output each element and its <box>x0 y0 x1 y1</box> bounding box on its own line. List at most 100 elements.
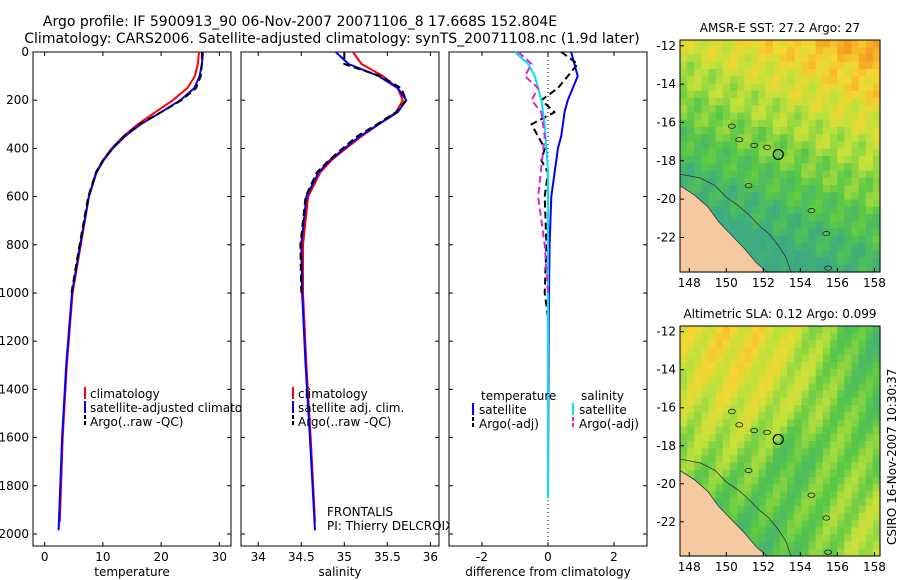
map-cell <box>858 54 867 63</box>
map-cell <box>837 257 845 266</box>
map-cell <box>858 250 867 259</box>
map-cell <box>844 462 853 471</box>
map-cell <box>722 47 731 56</box>
map-cell <box>758 250 767 259</box>
map-cell <box>758 112 767 121</box>
map-cell <box>837 243 845 251</box>
map-cell <box>701 476 710 485</box>
map-cell <box>787 419 795 428</box>
map-cell <box>872 354 881 363</box>
map-cell <box>858 47 867 56</box>
series-line-satellite-adj-clim- <box>300 51 408 531</box>
map-cell <box>730 170 738 179</box>
map-cell <box>801 441 810 449</box>
map-cell <box>758 541 767 550</box>
map-cell <box>837 199 845 208</box>
map-cell <box>708 206 717 215</box>
map-cell <box>694 419 703 428</box>
map-cell <box>722 112 731 121</box>
map-cell <box>708 441 717 449</box>
map-cell <box>822 127 831 135</box>
map-cell <box>801 98 810 106</box>
map-cell <box>801 221 810 230</box>
map-cell <box>722 134 731 143</box>
map-cell <box>765 148 774 157</box>
map-cell <box>758 484 767 492</box>
map-cell <box>701 448 710 456</box>
map-cell <box>815 534 824 543</box>
map-cell <box>737 369 745 377</box>
x-tick-label: 156 <box>826 560 849 574</box>
map-cell <box>815 361 824 370</box>
map-cell <box>744 127 753 135</box>
map-cell <box>772 361 781 370</box>
map-cell <box>794 76 803 85</box>
map-cell <box>837 527 845 536</box>
map-cell <box>872 498 881 507</box>
map-cell <box>715 369 724 377</box>
map-cell <box>837 264 845 273</box>
map-cell <box>787 206 795 215</box>
map-cell <box>808 156 817 164</box>
map-cell <box>772 376 781 385</box>
map-cell <box>772 347 781 356</box>
map-cell <box>865 326 874 334</box>
map-cell <box>815 83 824 92</box>
map-cell <box>865 534 874 543</box>
map-cell <box>744 199 753 208</box>
map-cell <box>765 54 774 63</box>
map-cell <box>865 206 874 215</box>
map-cell <box>830 40 838 48</box>
map-cell <box>830 476 838 485</box>
map-cell <box>865 112 874 121</box>
reef-outline <box>763 429 771 436</box>
map-cell <box>858 476 867 485</box>
map-cell <box>865 548 874 557</box>
map-cell <box>737 462 745 471</box>
map-cell <box>708 405 717 413</box>
map-cell <box>751 148 760 157</box>
map-cell <box>744 498 753 507</box>
map-cell <box>737 177 745 186</box>
map-cell <box>794 206 803 215</box>
map-cell <box>801 505 810 514</box>
map-cell <box>744 163 753 172</box>
y-tick-label: 1600 <box>0 431 29 445</box>
map-cell <box>844 527 853 536</box>
legend-entry: climatology <box>90 387 160 401</box>
map-cell <box>758 61 767 70</box>
map-cell <box>858 243 867 251</box>
map-cell <box>865 127 874 135</box>
map-cell <box>830 354 838 363</box>
map-cell <box>722 340 731 349</box>
map-cell <box>722 177 731 186</box>
map-cell <box>722 326 731 334</box>
map-cell <box>822 534 831 543</box>
map-cell <box>822 397 831 406</box>
map-cell <box>865 520 874 528</box>
map-cell <box>808 455 817 464</box>
map-cell <box>858 141 867 150</box>
map-cell <box>858 405 867 413</box>
map-cell <box>808 340 817 349</box>
map-cell <box>872 541 881 550</box>
map-cell <box>701 105 710 114</box>
map-cell <box>872 347 881 356</box>
series-line-argo-raw-qc- <box>299 52 408 294</box>
map-cell <box>865 419 874 428</box>
map-cell <box>822 527 831 536</box>
map-cell <box>865 376 874 385</box>
map-cell <box>794 390 803 399</box>
legend-entry: Argo(..raw -QC) <box>298 415 391 429</box>
map-cell <box>794 527 803 536</box>
map-cell <box>765 214 774 222</box>
map-cell <box>751 405 760 413</box>
map-cell <box>737 112 745 121</box>
map-cell <box>858 192 867 201</box>
map-cell <box>787 347 795 356</box>
reef-outline <box>807 492 816 498</box>
map-cell <box>730 105 738 114</box>
map-cell <box>865 69 874 77</box>
map-cell <box>772 541 781 550</box>
map-cell <box>801 47 810 56</box>
